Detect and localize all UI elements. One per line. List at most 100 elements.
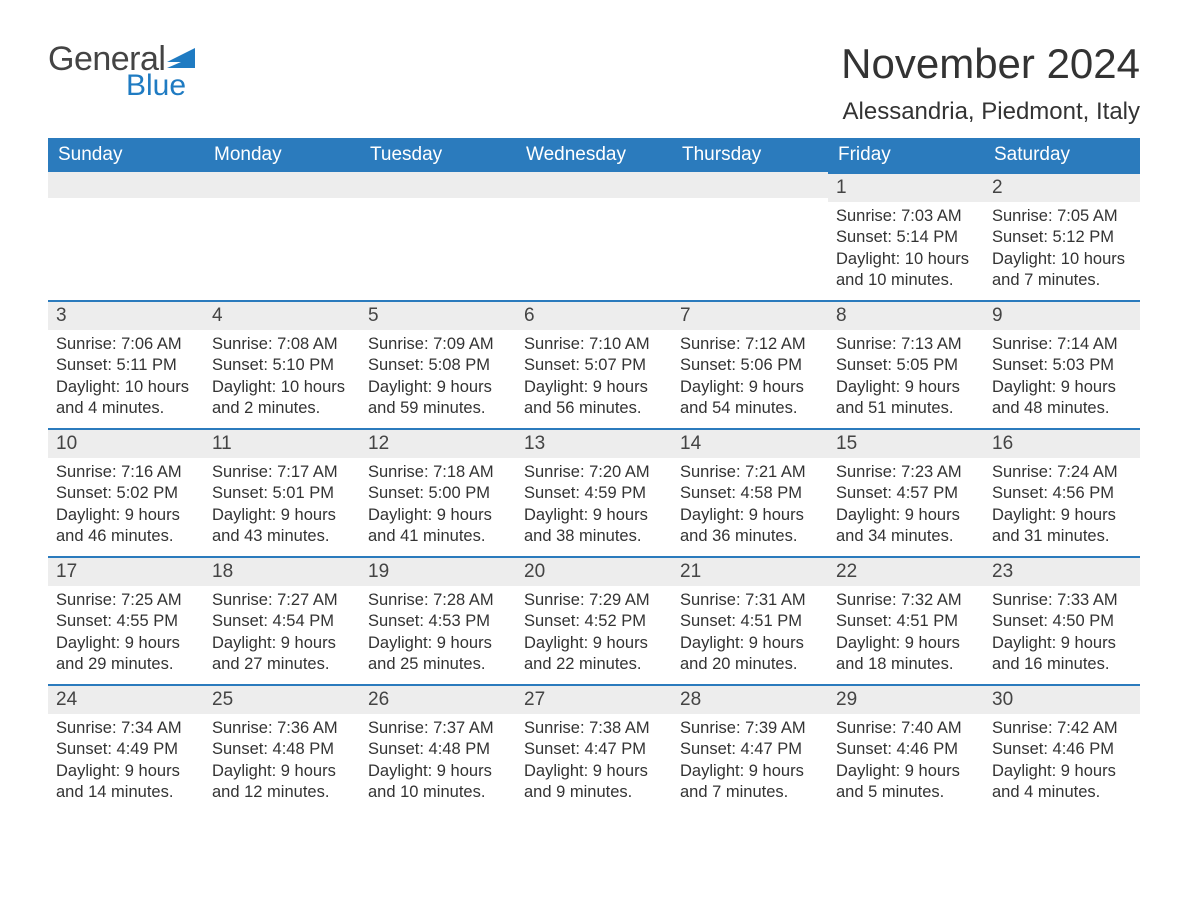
daylight-text: Daylight: 9 hours and 20 minutes. xyxy=(680,633,820,676)
sunset-text: Sunset: 5:02 PM xyxy=(56,483,196,504)
sunrise-text: Sunrise: 7:13 AM xyxy=(836,334,976,355)
sunset-text: Sunset: 4:56 PM xyxy=(992,483,1132,504)
day-number: 29 xyxy=(828,684,984,714)
day-number: 17 xyxy=(48,556,204,586)
calendar-row: 17 Sunrise: 7:25 AMSunset: 4:55 PM Dayligh… xyxy=(48,556,1140,684)
page-title: November 2024 xyxy=(841,40,1140,88)
day-details: Sunrise: 7:18 AMSunset: 5:00 PMDaylight:… xyxy=(360,458,516,556)
day-number: 28 xyxy=(672,684,828,714)
sunrise-text: Sunrise: 7:38 AM xyxy=(524,718,664,739)
sunrise-text: Sunrise: 7:14 AM xyxy=(992,334,1132,355)
sunrise-text: Sunrise: 7:03 AM xyxy=(836,206,976,227)
sunset-text: Sunset: 5:12 PM xyxy=(992,227,1132,248)
day-number: 11 xyxy=(204,428,360,458)
day-details: Sunrise: 7:03 AMSunset: 5:14 PMDaylight:… xyxy=(828,202,984,300)
calendar-cell: 21Sunrise: 7:31 AMSunset: 4:51 PMDayligh… xyxy=(672,556,828,684)
sunrise-text: Sunrise: 7:16 AM xyxy=(56,462,196,483)
daylight-text: Daylight: 9 hours and 34 minutes. xyxy=(836,505,976,548)
day-number: 6 xyxy=(516,300,672,330)
sunrise-text: Sunrise: 7:32 AM xyxy=(836,590,976,611)
calendar-row: 1Sunrise: 7:03 AMSunset: 5:14 PMDaylight… xyxy=(48,172,1140,300)
calendar-cell: 8Sunrise: 7:13 AMSunset: 5:05 PMDaylight… xyxy=(828,300,984,428)
sunset-text: Sunset: 5:07 PM xyxy=(524,355,664,376)
daylight-text: Daylight: 9 hours and 4 minutes. xyxy=(992,761,1132,804)
daylight-text: Daylight: 9 hours and 38 minutes. xyxy=(524,505,664,548)
sunrise-text: Sunrise: 7:06 AM xyxy=(56,334,196,355)
day-number: 25 xyxy=(204,684,360,714)
logo-text-blue: Blue xyxy=(126,69,186,103)
weekday-header: Sunday xyxy=(48,138,204,172)
sunset-text: Sunset: 5:00 PM xyxy=(368,483,508,504)
sunrise-text: Sunrise: 7:34 AM xyxy=(56,718,196,739)
day-number: 24 xyxy=(48,684,204,714)
sunset-text: Sunset: 4:51 PM xyxy=(836,611,976,632)
calendar-cell: 17Sunrise: 7:25 AMSunset: 4:55 PMDayligh… xyxy=(48,556,204,684)
header: General Blue November 2024 Alessandria, … xyxy=(48,40,1140,126)
calendar-cell: 30Sunrise: 7:42 AMSunset: 4:46 PMDayligh… xyxy=(984,684,1140,812)
sunrise-text: Sunrise: 7:25 AM xyxy=(56,590,196,611)
calendar-row: 24Sunrise: 7:34 AMSunset: 4:49 PMDayligh… xyxy=(48,684,1140,812)
weekday-header: Thursday xyxy=(672,138,828,172)
day-number: 1 xyxy=(828,172,984,202)
day-details: Sunrise: 7:14 AMSunset: 5:03 PMDaylight:… xyxy=(984,330,1140,428)
empty-day-bar xyxy=(360,172,516,198)
sunrise-text: Sunrise: 7:23 AM xyxy=(836,462,976,483)
sunrise-text: Sunrise: 7:27 AM xyxy=(212,590,352,611)
calendar-cell: 28Sunrise: 7:39 AMSunset: 4:47 PMDayligh… xyxy=(672,684,828,812)
calendar-cell: 25Sunrise: 7:36 AMSunset: 4:48 PMDayligh… xyxy=(204,684,360,812)
calendar-cell: 10Sunrise: 7:16 AMSunset: 5:02 PMDayligh… xyxy=(48,428,204,556)
daylight-text: Daylight: 9 hours and 25 minutes. xyxy=(368,633,508,676)
daylight-text: Daylight: 9 hours and 31 minutes. xyxy=(992,505,1132,548)
sunset-text: Sunset: 4:47 PM xyxy=(680,739,820,760)
day-number: 8 xyxy=(828,300,984,330)
day-details: Sunrise: 7:05 AMSunset: 5:12 PMDaylight:… xyxy=(984,202,1140,300)
day-number: 23 xyxy=(984,556,1140,586)
daylight-text: Daylight: 9 hours and 41 minutes. xyxy=(368,505,508,548)
calendar-cell: 19Sunrise: 7:28 AMSunset: 4:53 PMDayligh… xyxy=(360,556,516,684)
sunrise-text: Sunrise: 7:24 AM xyxy=(992,462,1132,483)
weekday-header: Wednesday xyxy=(516,138,672,172)
day-number: 9 xyxy=(984,300,1140,330)
day-details: Sunrise: 7:21 AMSunset: 4:58 PMDaylight:… xyxy=(672,458,828,556)
sunset-text: Sunset: 4:49 PM xyxy=(56,739,196,760)
calendar-cell: 4Sunrise: 7:08 AMSunset: 5:10 PMDaylight… xyxy=(204,300,360,428)
sunset-text: Sunset: 5:10 PM xyxy=(212,355,352,376)
sunset-text: Sunset: 5:06 PM xyxy=(680,355,820,376)
daylight-text: Daylight: 9 hours and 36 minutes. xyxy=(680,505,820,548)
calendar-cell xyxy=(204,172,360,300)
calendar-cell xyxy=(516,172,672,300)
day-details: Sunrise: 7:20 AMSunset: 4:59 PMDaylight:… xyxy=(516,458,672,556)
daylight-text: Daylight: 10 hours and 7 minutes. xyxy=(992,249,1132,292)
calendar-table: SundayMondayTuesdayWednesdayThursdayFrid… xyxy=(48,138,1140,812)
calendar-cell: 11Sunrise: 7:17 AMSunset: 5:01 PMDayligh… xyxy=(204,428,360,556)
day-details: Sunrise: 7:34 AMSunset: 4:49 PMDaylight:… xyxy=(48,714,204,812)
day-details: Sunrise: 7:32 AMSunset: 4:51 PMDaylight:… xyxy=(828,586,984,684)
calendar-cell: 7Sunrise: 7:12 AMSunset: 5:06 PMDaylight… xyxy=(672,300,828,428)
day-number: 5 xyxy=(360,300,516,330)
daylight-text: Daylight: 10 hours and 4 minutes. xyxy=(56,377,196,420)
calendar-body: 1Sunrise: 7:03 AMSunset: 5:14 PMDaylight… xyxy=(48,172,1140,812)
day-number: 13 xyxy=(516,428,672,458)
sunrise-text: Sunrise: 7:42 AM xyxy=(992,718,1132,739)
day-number: 26 xyxy=(360,684,516,714)
day-details: Sunrise: 7:42 AMSunset: 4:46 PMDaylight:… xyxy=(984,714,1140,812)
daylight-text: Daylight: 9 hours and 43 minutes. xyxy=(212,505,352,548)
calendar-cell: 26Sunrise: 7:37 AMSunset: 4:48 PMDayligh… xyxy=(360,684,516,812)
sunset-text: Sunset: 4:46 PM xyxy=(992,739,1132,760)
calendar-cell: 23Sunrise: 7:33 AMSunset: 4:50 PMDayligh… xyxy=(984,556,1140,684)
sunset-text: Sunset: 4:55 PM xyxy=(56,611,196,632)
day-details: Sunrise: 7:17 AMSunset: 5:01 PMDaylight:… xyxy=(204,458,360,556)
sunrise-text: Sunrise: 7:28 AM xyxy=(368,590,508,611)
day-number: 2 xyxy=(984,172,1140,202)
day-number: 3 xyxy=(48,300,204,330)
calendar-cell: 13Sunrise: 7:20 AMSunset: 4:59 PMDayligh… xyxy=(516,428,672,556)
sunset-text: Sunset: 4:47 PM xyxy=(524,739,664,760)
calendar-cell: 27Sunrise: 7:38 AMSunset: 4:47 PMDayligh… xyxy=(516,684,672,812)
calendar-cell: 1Sunrise: 7:03 AMSunset: 5:14 PMDaylight… xyxy=(828,172,984,300)
day-number: 4 xyxy=(204,300,360,330)
daylight-text: Daylight: 9 hours and 54 minutes. xyxy=(680,377,820,420)
sunset-text: Sunset: 5:03 PM xyxy=(992,355,1132,376)
calendar-cell: 18Sunrise: 7:27 AMSunset: 4:54 PMDayligh… xyxy=(204,556,360,684)
day-details: Sunrise: 7:39 AMSunset: 4:47 PMDaylight:… xyxy=(672,714,828,812)
day-details: Sunrise: 7:16 AMSunset: 5:02 PMDaylight:… xyxy=(48,458,204,556)
